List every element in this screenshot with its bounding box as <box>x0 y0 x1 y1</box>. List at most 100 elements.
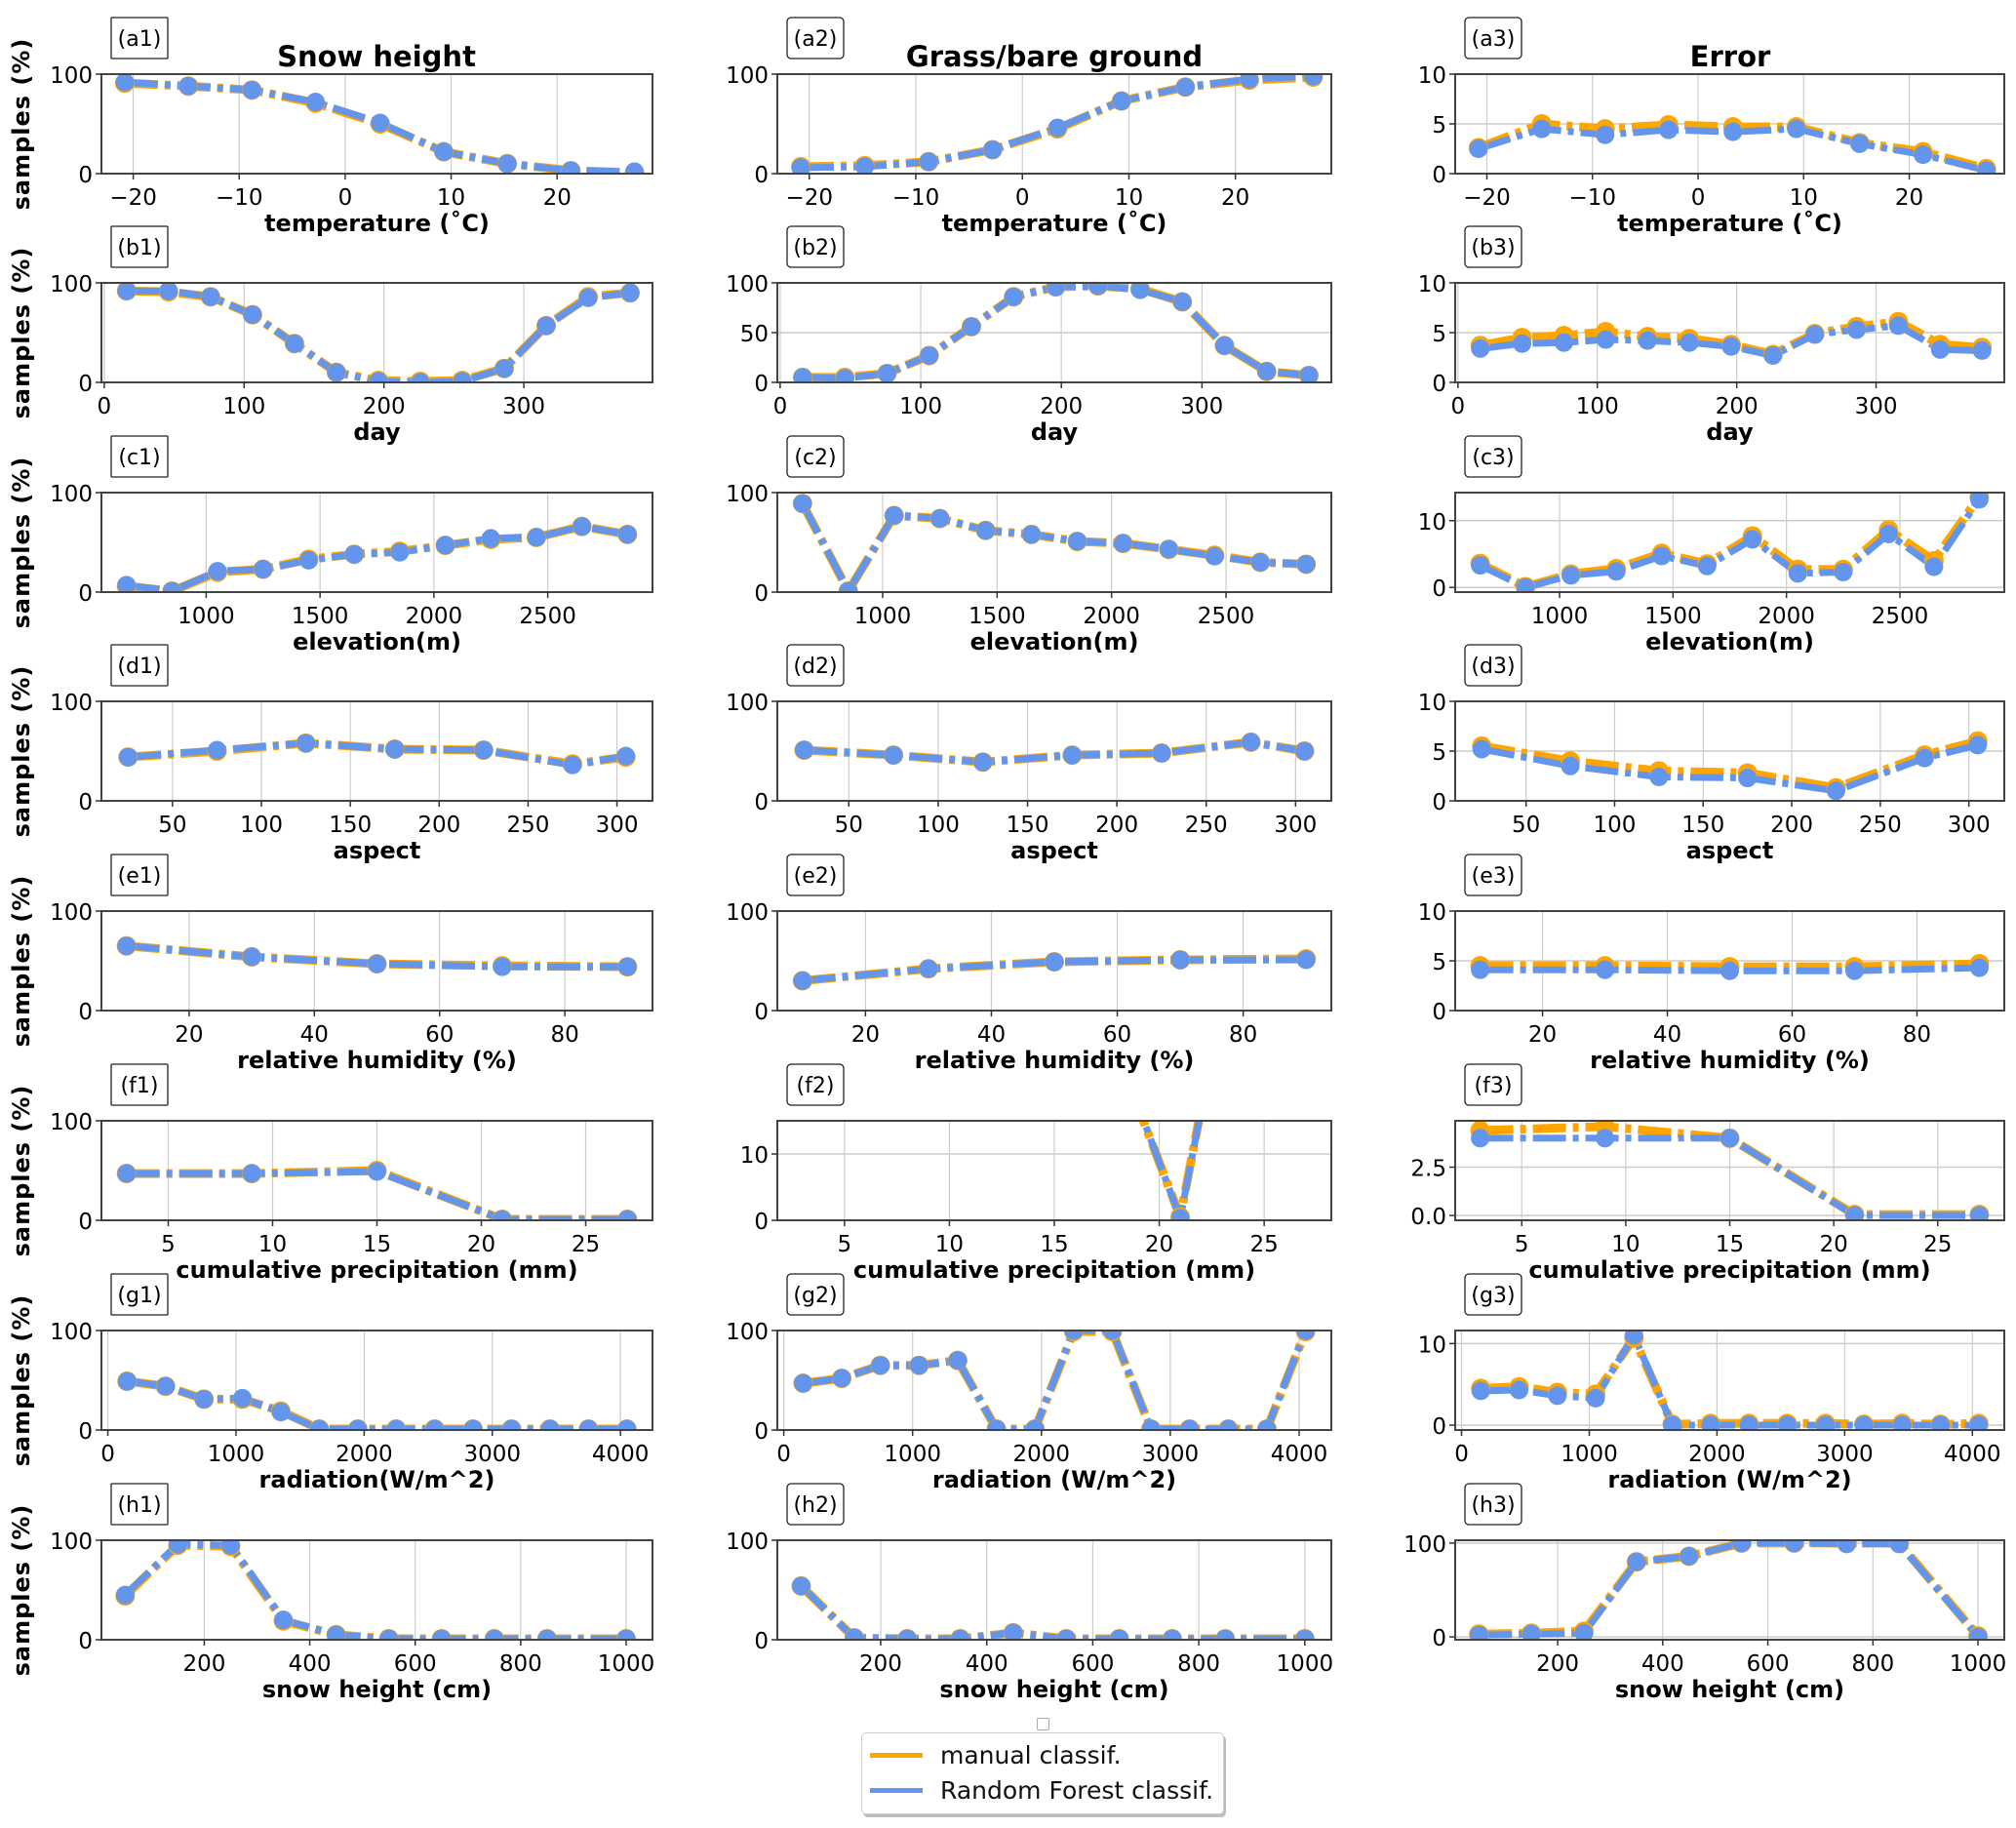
data-point-random-forest <box>1296 950 1316 970</box>
x-tick-label: 80 <box>1229 1022 1257 1048</box>
x-tick-label: 200 <box>182 1651 225 1677</box>
data-point-random-forest <box>1924 557 1944 576</box>
y-tick-label: 10 <box>1418 510 1446 536</box>
x-tick-label: 0 <box>98 394 112 419</box>
y-tick-label: 100 <box>1403 1532 1446 1558</box>
y-tick-label: 0 <box>78 372 93 397</box>
panel-label: (a3) <box>1472 27 1516 52</box>
x-tick-label: 25 <box>572 1232 600 1257</box>
data-point-random-forest <box>296 734 316 753</box>
data-point-random-forest <box>432 1629 452 1640</box>
series-group <box>116 283 641 382</box>
data-point-random-forest <box>1296 554 1316 574</box>
x-tick-label: 20 <box>851 1022 880 1048</box>
x-axis-label: elevation(m) <box>1645 628 1814 656</box>
x-tick-label: 600 <box>394 1651 437 1677</box>
data-point-random-forest <box>1469 1625 1488 1640</box>
panel-label: (a1) <box>118 27 162 52</box>
x-tick-label: 200 <box>1536 1651 1579 1677</box>
data-point-random-forest <box>1701 1415 1720 1430</box>
data-point-random-forest <box>537 1629 557 1640</box>
x-tick-label: 400 <box>966 1651 1008 1677</box>
y-tick-label: 0 <box>754 1210 769 1235</box>
series-group <box>114 74 645 174</box>
x-axis-label: snow height (cm) <box>262 1676 492 1703</box>
panel-c2: 1000 1500 2000 2500 0 100 elevation(m) (c2) <box>726 435 1332 656</box>
data-point-random-forest <box>948 1351 968 1371</box>
panel-label: (g1) <box>117 1284 161 1308</box>
x-axis-label: radiation(W/m^2) <box>259 1466 495 1493</box>
data-point-random-forest <box>1257 1419 1277 1430</box>
data-point-random-forest <box>453 372 472 382</box>
data-point-random-forest <box>1048 118 1067 138</box>
x-tick-label: 10 <box>1790 185 1818 211</box>
y-tick-label: 100 <box>50 1320 93 1345</box>
series-line-random-forest <box>800 74 1314 172</box>
x-tick-label: 400 <box>289 1651 332 1677</box>
data-point-random-forest <box>1112 92 1131 111</box>
y-tick-label: 0 <box>78 581 93 607</box>
y-tick-label: 100 <box>50 1530 93 1555</box>
x-tick-label: 3000 <box>1816 1442 1874 1467</box>
x-tick-label: 2000 <box>336 1442 393 1467</box>
data-point-random-forest <box>1878 524 1898 543</box>
data-point-random-forest <box>1299 366 1319 382</box>
data-point-manual <box>1045 879 1064 898</box>
panel-c1: 1000 1500 2000 2500 0 100 elevation(m) samples … <box>8 435 653 656</box>
y-tick-label: 0 <box>78 1000 93 1025</box>
data-point-random-forest <box>617 957 637 976</box>
x-axis-label: elevation(m) <box>293 628 461 656</box>
y-tick-label: 0 <box>754 1629 769 1654</box>
x-axis-label: radiation (W/m^2) <box>1607 1466 1851 1493</box>
data-point-random-forest <box>208 562 227 581</box>
legend-drag-handle[interactable] <box>1037 1718 1049 1730</box>
panel-label-box <box>1464 1273 1522 1316</box>
y-tick-label: 100 <box>726 63 769 89</box>
panel-label: (c1) <box>118 446 160 470</box>
data-point-random-forest <box>1159 539 1178 559</box>
y-tick-label: 10 <box>1418 272 1446 298</box>
data-point-random-forest <box>884 745 903 765</box>
data-point-random-forest <box>436 536 455 555</box>
data-point-random-forest <box>1892 1415 1912 1430</box>
data-point-random-forest <box>117 576 137 592</box>
data-point-random-forest <box>497 154 517 174</box>
data-point-random-forest <box>1130 283 1150 299</box>
y-tick-label: 10 <box>1418 1332 1446 1358</box>
x-tick-label: 1000 <box>208 1442 265 1467</box>
x-tick-label: 600 <box>1747 1651 1790 1677</box>
axes-frame <box>776 700 1332 802</box>
y-tick-label: 0 <box>754 372 769 397</box>
panel-label-box <box>1464 225 1522 268</box>
data-point-random-forest <box>1062 745 1082 765</box>
plot-area <box>1455 1540 2004 1640</box>
y-tick-label: 5 <box>1432 740 1446 766</box>
x-axis-label: temperature (˚C) <box>1617 210 1842 237</box>
x-tick-label: 10 <box>935 1232 964 1257</box>
series-line-random-forest <box>1480 1134 1980 1219</box>
panel-label: (d1) <box>117 655 161 679</box>
panel-label-box <box>786 644 845 687</box>
data-point-random-forest <box>527 528 546 547</box>
data-point-random-forest <box>271 1403 291 1422</box>
data-point-random-forest <box>839 581 858 592</box>
x-axis-label: cumulative precipitation (mm) <box>1528 1256 1930 1284</box>
data-point-random-forest <box>1471 338 1490 358</box>
panel-e3: 20 40 60 80 0 5 10 relative humidity (%) (e3) <box>1418 854 2005 1074</box>
data-point-random-forest <box>973 752 993 772</box>
data-point-random-forest <box>1837 1540 1856 1554</box>
panel-label: (f3) <box>1475 1074 1513 1098</box>
data-point-random-forest <box>1586 1388 1605 1408</box>
data-point-random-forest <box>1175 77 1195 97</box>
panel-a2: −20 −10 0 10 20 0 100 temperature (˚C) (a2) <box>726 17 1332 237</box>
x-tick-label: 1500 <box>292 604 349 629</box>
x-tick-label: 20 <box>1221 185 1249 211</box>
x-axis-label: snow height (cm) <box>939 1676 1168 1703</box>
x-tick-label: 20 <box>1145 1232 1173 1257</box>
panel-label: (b3) <box>1471 236 1515 260</box>
panel-label-box <box>786 225 845 268</box>
panel-label: (e2) <box>794 864 838 889</box>
data-point-random-forest <box>920 345 939 365</box>
plot-area <box>777 1540 1331 1640</box>
data-point-random-forest <box>1788 564 1807 583</box>
